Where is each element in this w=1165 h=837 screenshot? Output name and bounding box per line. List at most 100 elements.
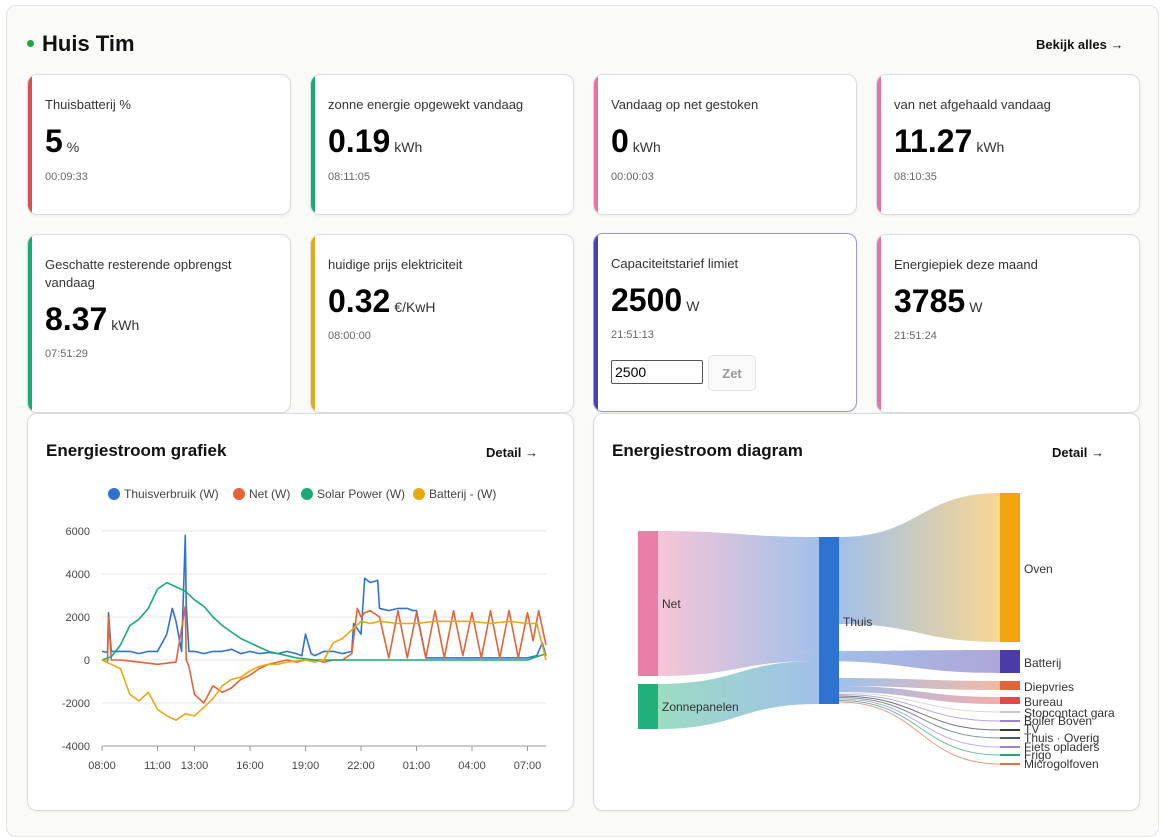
energy-sankey-diagram[interactable]: Net Zonnepanelen Thuis Oven Batterij Diepvrie…: [594, 414, 1139, 810]
x-tick-label: 01:00: [403, 760, 431, 772]
card-remaining-yield: Geschatte resterende opbrengst vandaag 8…: [27, 234, 291, 413]
node-label-target: Diepvries: [1024, 680, 1074, 694]
card-accent-bar: [28, 235, 32, 412]
series-line: [101, 581, 547, 661]
energy-chart-panel: Energiestroom grafiek Detail → Thuisverb…: [27, 413, 574, 811]
flow-net-batterij: [658, 652, 819, 676]
card-accent-bar: [594, 234, 598, 411]
card-value: 0.32 €/KwH: [328, 283, 436, 319]
energy-line-chart[interactable]: Thuisverbruik (W) Net (W) Solar Power (W) B…: [28, 414, 573, 810]
flow-thuis-diepvries: [839, 678, 1000, 690]
y-tick-label: 4000: [66, 569, 90, 581]
flow-line-8: [838, 698, 1001, 748]
panel-title: Energiestroom diagram: [612, 441, 803, 460]
node-target-small: [1000, 754, 1020, 756]
node-target-small: [1000, 737, 1020, 739]
energy-sankey-panel: Energiestroom diagram Detail → Net Zonnep…: [593, 413, 1140, 811]
legend-swatch-icon: [301, 488, 313, 500]
series-line: [101, 534, 547, 659]
node-target: [1000, 650, 1020, 673]
x-tick-label: 04:00: [458, 760, 486, 772]
flow-thuis-bureau: [839, 686, 1000, 704]
node-label-target: Bureau: [1024, 695, 1063, 709]
card-value: 11.27 kWh: [894, 123, 1005, 159]
card-timestamp: 08:11:05: [328, 171, 371, 183]
card-value: 0 kWh: [611, 123, 661, 159]
flow-zonnepanelen-thuis: [658, 661, 819, 729]
card-timestamp: 00:09:33: [45, 171, 88, 183]
node-target-small: [1000, 763, 1020, 765]
sankey-detail-link[interactable]: Detail →: [1052, 445, 1105, 460]
x-tick-label: 16:00: [236, 760, 264, 772]
page-title: Huis Tim: [42, 31, 135, 56]
node-label-target: Stopcontact gara: [1024, 706, 1115, 720]
legend-label: Thuisverbruik (W): [124, 487, 219, 501]
card-unit: kWh: [632, 139, 661, 155]
node-target-small: [1000, 720, 1020, 722]
node-target: [1000, 697, 1020, 704]
flow-line-10: [838, 701, 1001, 765]
legend-item: Solar Power (W): [301, 487, 405, 501]
card-accent-bar: [311, 235, 315, 412]
card-label: Energiepiek deze maand: [894, 257, 1038, 272]
node-zonnepanelen: [638, 684, 658, 729]
capacity-limit-input[interactable]: [611, 360, 703, 384]
card-value: 8.37 kWh: [45, 301, 140, 337]
x-tick-label: 08:00: [88, 760, 116, 772]
flow-line-5: [838, 694, 1001, 722]
node-label-thuis: Thuis: [843, 615, 872, 629]
legend-label: Net (W): [249, 487, 290, 501]
legend-swatch-icon: [413, 488, 425, 500]
card-label: Thuisbatterij %: [45, 97, 131, 112]
legend-swatch-icon: [233, 488, 245, 500]
card-accent-bar: [311, 75, 315, 214]
x-tick-label: 07:00: [514, 760, 542, 772]
card-label: Capaciteitstarief limiet: [611, 256, 739, 271]
legend-item: Net (W): [233, 487, 290, 501]
card-electricity-price: huidige prijs elektriciteit 0.32 €/KwH 08…: [310, 234, 574, 413]
card-accent-bar: [877, 75, 881, 214]
status-dot-icon: [27, 40, 34, 47]
node-label-target: Microgolfoven: [1024, 757, 1099, 771]
x-tick-label: 22:00: [347, 760, 375, 772]
flow-thuis-oven: [839, 493, 1000, 642]
card-timestamp: 21:51:13: [611, 329, 654, 341]
card-unit: €/KwH: [394, 299, 436, 315]
node-label-target: Batterij: [1024, 656, 1061, 670]
card-timestamp: 00:00:03: [611, 171, 654, 183]
card-unit: kWh: [394, 139, 423, 155]
card-accent-bar: [28, 75, 32, 214]
panel-title: Energiestroom grafiek: [46, 441, 227, 460]
flow-net-thuis: [658, 531, 819, 665]
legend-swatch-icon: [108, 488, 120, 500]
legend-label: Batterij - (W): [429, 487, 496, 501]
card-accent-bar: [877, 235, 881, 412]
card-value: 3785 W: [894, 283, 983, 319]
card-timestamp: 08:00:00: [328, 330, 371, 342]
card-unit: kWh: [111, 317, 140, 333]
flow-line-7: [838, 697, 1001, 739]
node-label-target: TV: [1024, 722, 1039, 736]
legend-item: Batterij - (W): [413, 487, 496, 501]
card-solar-today: zonne energie opgewekt vandaag 0.19 kWh 0…: [310, 74, 574, 215]
node-target: [1000, 681, 1020, 690]
card-peak-month: Energiepiek deze maand 3785 W 21:51:24: [876, 234, 1140, 413]
node-target-small: [1000, 746, 1020, 748]
card-capacity-limit: Capaciteitstarief limiet 2500 W 21:51:13 …: [593, 233, 857, 412]
view-all-link[interactable]: Bekijk alles →: [1036, 37, 1124, 52]
series-line: [101, 620, 547, 721]
card-unit: kWh: [976, 139, 1005, 155]
card-label: zonne energie opgewekt vandaag: [328, 97, 524, 112]
set-capacity-button[interactable]: Zet: [708, 355, 756, 391]
y-tick-label: 2000: [66, 612, 90, 624]
node-label-target: Boiler Boven: [1024, 714, 1092, 728]
x-tick-label: 11:00: [144, 760, 171, 772]
node-label-zonnepanelen: Zonnepanelen: [662, 700, 739, 714]
card-value: 0.19 kWh: [328, 123, 423, 159]
legend-item: Thuisverbruik (W): [108, 487, 219, 501]
y-tick-label: 6000: [66, 526, 90, 538]
card-accent-bar: [594, 75, 598, 214]
x-tick-label: 19:00: [292, 760, 320, 772]
chart-detail-link[interactable]: Detail →: [486, 445, 539, 460]
card-unit: W: [686, 298, 700, 314]
